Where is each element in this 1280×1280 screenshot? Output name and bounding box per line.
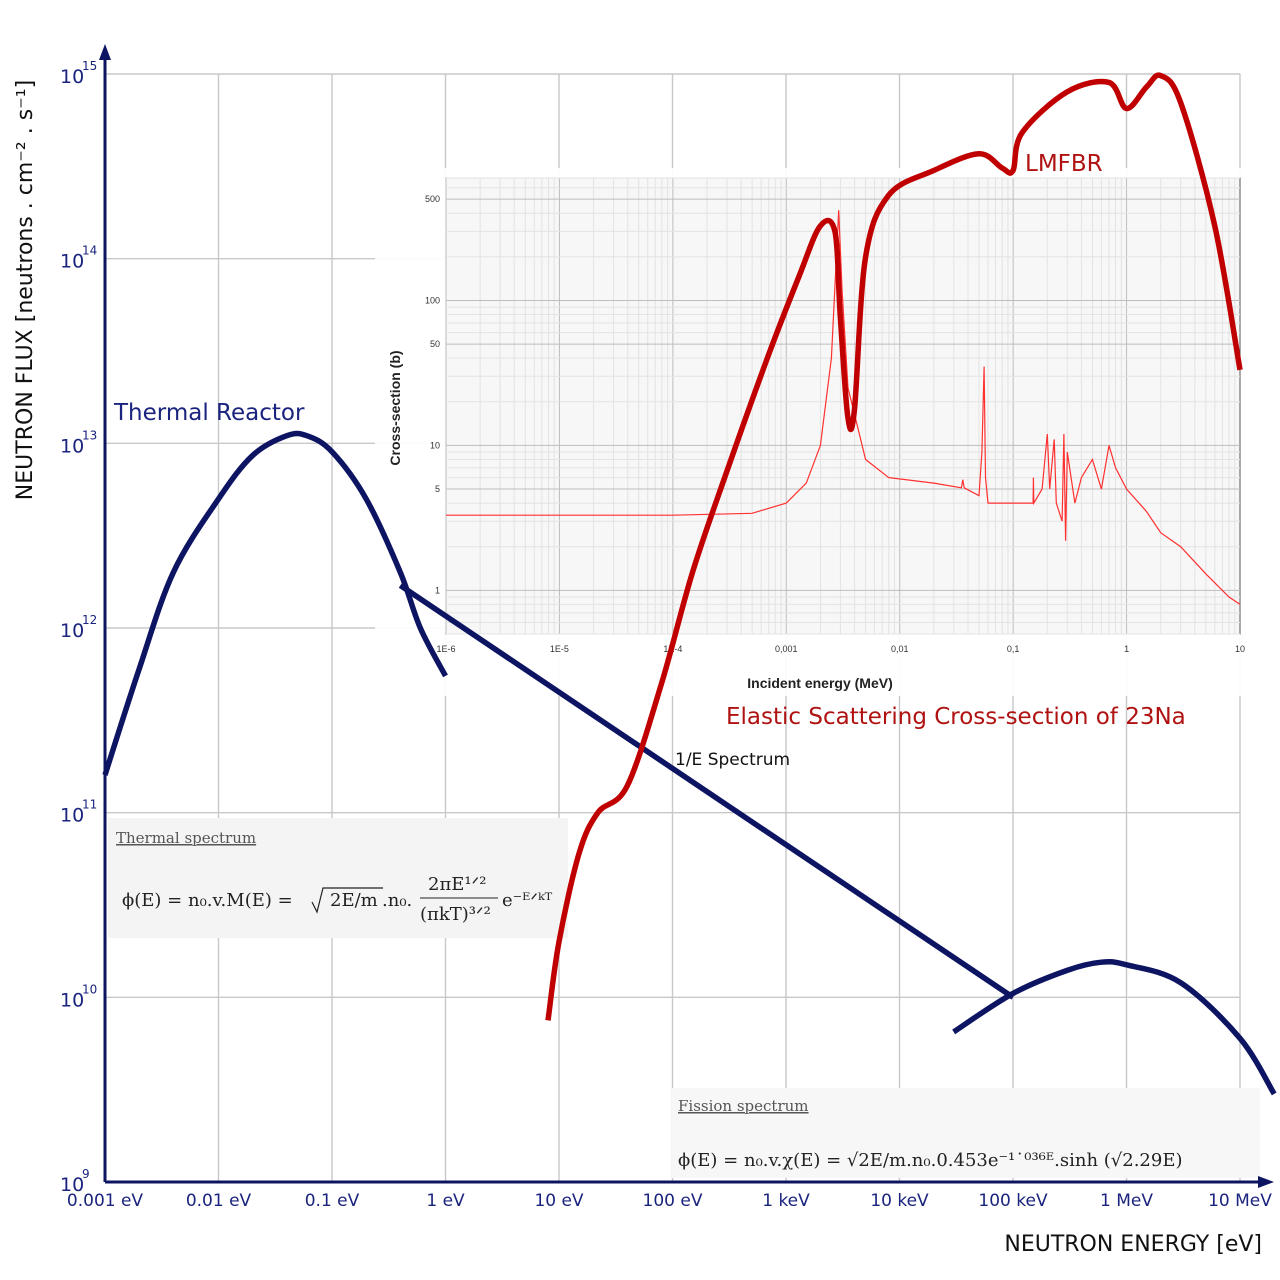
lmfbr-curve <box>545 72 1243 1021</box>
thermal-reactor-label: Thermal Reactor <box>113 400 305 426</box>
x-axis-arrow-icon <box>1258 1176 1274 1188</box>
inset-y-tick-label: 500 <box>425 194 440 204</box>
thermal-formula-box: Thermal spectrum ϕ(E) = n₀.v.M(E) = 2E/m… <box>108 818 568 938</box>
x-tick-label: 0.01 eV <box>186 1191 252 1211</box>
main-axes <box>99 44 1274 1188</box>
inset-x-tick-label: 1 <box>1124 644 1129 654</box>
y-tick-label: 10 <box>60 435 84 457</box>
inset-x-tick-label: 0,001 <box>775 644 798 654</box>
y-tick-exponent: 9 <box>82 1167 90 1181</box>
x-tick-label: 1 keV <box>762 1191 810 1211</box>
y-tick-label: 10 <box>60 620 84 642</box>
fission-formula-title: Fission spectrum <box>678 1097 809 1115</box>
y-axis-label: NEUTRON FLUX [neutrons . cm⁻² . s⁻¹] <box>13 80 38 500</box>
inset-x-tick-label: 1E-5 <box>550 644 569 654</box>
main-series <box>102 72 1277 1096</box>
inset-y-tick-label: 1 <box>435 585 440 595</box>
x-tick-label: 10 eV <box>534 1191 583 1211</box>
elastic-cross-section-title: Elastic Scattering Cross-section of 23Na <box>726 704 1186 730</box>
lmfbr-label: LMFBR <box>1025 151 1103 177</box>
y-tick-label: 10 <box>60 989 84 1011</box>
thermal-formula-background <box>108 818 568 938</box>
fission-formula-text: ϕ(E) = n₀.v.χ(E) = √2E/m.n₀.0.453e⁻¹˙⁰³⁶… <box>678 1150 1183 1171</box>
thermal-formula-mid: .n₀. <box>382 890 412 911</box>
x-tick-label: 100 keV <box>978 1191 1048 1211</box>
thermal-formula-sqrt: 2E/m <box>330 890 378 911</box>
y-axis-arrow-icon <box>99 44 111 60</box>
inset-y-tick-label: 100 <box>425 295 440 305</box>
inset-x-tick-label: 0,01 <box>891 644 909 654</box>
x-tick-label: 1 MeV <box>1100 1191 1153 1211</box>
inset-y-tick-label: 50 <box>430 339 440 349</box>
y-tick-exponent: 14 <box>82 244 97 258</box>
one-over-e-line <box>398 583 1015 1000</box>
x-tick-label: 10 MeV <box>1208 1191 1272 1211</box>
y-tick-label: 10 <box>60 251 84 273</box>
y-tick-label: 10 <box>60 805 84 827</box>
y-tick-exponent: 15 <box>82 59 97 73</box>
y-tick-label: 10 <box>60 1174 84 1196</box>
thermal-formula-exp: e⁻ᴱᐟᵏᵀ <box>502 890 553 911</box>
fission-spectrum-curve <box>952 958 1277 1096</box>
inset-x-tick-label: 10 <box>1235 644 1245 654</box>
thermal-sqrt-sign <box>311 887 383 914</box>
y-tick-exponent: 10 <box>82 982 97 996</box>
x-tick-label: 0.001 eV <box>67 1191 144 1211</box>
thermal-formula-lhs: ϕ(E) = n₀.v.M(E) = <box>122 890 293 911</box>
thermal-reactor-curve <box>102 430 448 776</box>
y-tick-exponent: 11 <box>82 798 97 812</box>
x-tick-label: 0.1 eV <box>305 1191 360 1211</box>
x-tick-label: 100 eV <box>643 1191 703 1211</box>
inset-y-tick-label: 5 <box>435 484 440 494</box>
y-tick-label: 10 <box>60 66 84 88</box>
x-axis-label: NEUTRON ENERGY [eV] <box>1004 1232 1262 1257</box>
inset-x-axis-label: Incident energy (MeV) <box>747 675 892 691</box>
thermal-formula-numerator: 2πE¹ᐟ² <box>428 874 486 895</box>
inset-y-axis-label: Cross-section (b) <box>387 350 403 465</box>
inset-chart: 1E-6 1E-5 1E-4 0,001 0,01 0,1 1 10151050100500 … <box>375 168 1250 696</box>
y-tick-exponent: 13 <box>82 428 97 442</box>
y-tick-exponent: 12 <box>82 613 97 627</box>
one-over-e-label: 1/E Spectrum <box>675 750 790 770</box>
inset-x-tick-label: 1E-6 <box>436 644 455 654</box>
inset-x-tick-label: 0,1 <box>1007 644 1020 654</box>
thermal-formula-title: Thermal spectrum <box>116 829 256 847</box>
fission-formula-box: Fission spectrum ϕ(E) = n₀.v.χ(E) = √2E/… <box>672 1088 1260 1178</box>
thermal-formula-denominator: (πkT)³ᐟ² <box>420 904 491 925</box>
x-tick-label: 10 keV <box>870 1191 929 1211</box>
inset-y-tick-label: 10 <box>430 440 440 450</box>
x-tick-label: 1 eV <box>426 1191 465 1211</box>
main-tick-labels: 0.001 eV 0.01 eV 0.1 eV 1 eV 10 eV 100 eV 1 ke… <box>60 59 1272 1211</box>
fission-formula-background <box>672 1088 1260 1178</box>
